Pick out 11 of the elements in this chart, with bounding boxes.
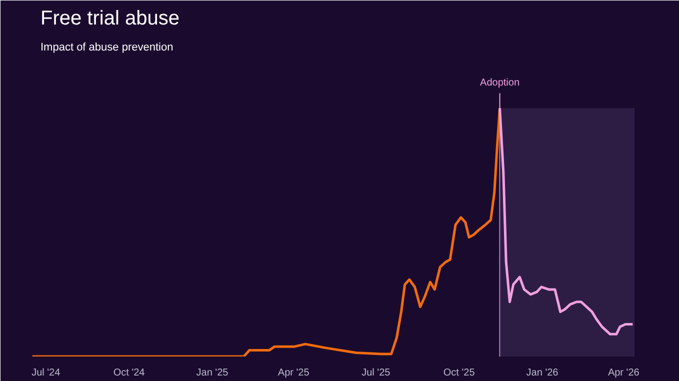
chart-title: Free trial abuse	[40, 8, 180, 30]
x-tick-label: Jul '25	[362, 368, 391, 378]
x-tick-label: Jan '26	[526, 368, 559, 378]
x-tick-label: Jan '25	[196, 368, 229, 378]
x-tick-label: Oct '25	[443, 368, 476, 378]
ref-line-label: Adoption	[480, 77, 520, 88]
x-tick-label: Jul '24	[32, 368, 61, 378]
x-tick-label: Apr '25	[278, 368, 310, 378]
x-tick-label: Apr '26	[608, 368, 640, 378]
chart-subtitle: Impact of abuse prevention	[40, 42, 174, 54]
x-tick-label: Oct '24	[113, 368, 146, 378]
